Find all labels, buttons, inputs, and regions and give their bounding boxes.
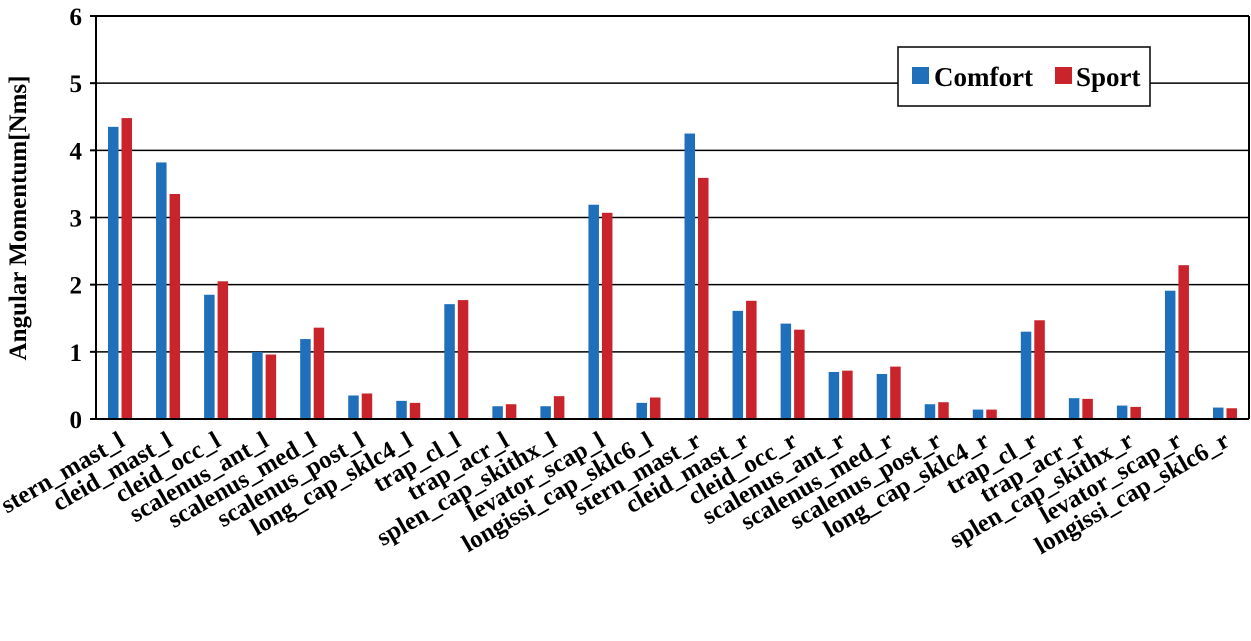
bar-sport xyxy=(938,402,949,419)
bar-sport xyxy=(121,118,133,420)
legend-label-sport: Sport xyxy=(1076,62,1141,92)
bar-comfort xyxy=(732,310,744,419)
bar-sport xyxy=(217,281,229,419)
bar-comfort xyxy=(588,204,599,419)
y-tick-label: 4 xyxy=(70,138,83,165)
bar-sport xyxy=(649,397,661,419)
bar-sport xyxy=(794,329,805,419)
bar-sport xyxy=(409,402,421,419)
bar-sport xyxy=(698,177,709,419)
bar-comfort xyxy=(780,323,792,419)
bar-sport xyxy=(265,354,277,419)
bar-comfort xyxy=(876,373,888,419)
y-tick-label: 2 xyxy=(70,273,83,300)
bar-comfort xyxy=(972,409,984,419)
bar-sport xyxy=(1082,398,1093,419)
axes xyxy=(90,15,1250,420)
bar-sport xyxy=(1178,265,1189,419)
y-tick-label: 5 xyxy=(70,71,83,98)
bar-comfort xyxy=(252,351,263,419)
legend-swatch-comfort xyxy=(912,67,929,84)
gridlines xyxy=(96,82,1249,353)
y-tick-label: 0 xyxy=(70,407,83,434)
bar-comfort xyxy=(300,339,311,419)
y-tick-label: 1 xyxy=(70,340,83,367)
bar-comfort xyxy=(828,371,840,419)
bar-comfort xyxy=(1212,407,1224,419)
bar-sport xyxy=(169,193,181,419)
bar-comfort xyxy=(108,126,119,419)
bar-comfort xyxy=(204,294,215,419)
bar-sport xyxy=(1226,408,1237,419)
bar-comfort xyxy=(396,400,407,419)
legend-swatch-sport xyxy=(1055,67,1072,84)
bar-comfort xyxy=(492,406,503,419)
bar-comfort xyxy=(540,406,551,419)
bar-comfort xyxy=(684,133,696,419)
bar-sport xyxy=(986,409,997,419)
bar-comfort xyxy=(924,404,936,419)
bar-sport xyxy=(890,366,901,419)
bar-sport xyxy=(553,396,565,419)
bar-comfort xyxy=(444,304,455,419)
bar-comfort xyxy=(1164,290,1176,419)
legend-label-comfort: Comfort xyxy=(934,62,1033,92)
bar-sport xyxy=(361,393,373,419)
y-axis-label: Angular Momentum[Nms] xyxy=(5,76,32,361)
bar-comfort xyxy=(636,402,647,419)
bar-sport xyxy=(1034,320,1045,419)
bar-comfort xyxy=(1116,405,1128,419)
bar-sport xyxy=(313,327,325,419)
y-tick-label: 6 xyxy=(70,4,83,31)
bar-comfort xyxy=(1068,398,1080,419)
x-tick-labels: stern_mast_lcleid_mast_lcleid_occ_lscale… xyxy=(0,427,1234,560)
y-tick-labels: 0 1 2 3 4 5 6 xyxy=(70,4,83,434)
bar-comfort xyxy=(156,162,167,419)
bar-comfort xyxy=(348,395,359,419)
bar-sport xyxy=(601,212,613,419)
bar-sport xyxy=(842,370,853,419)
bar-sport xyxy=(457,300,469,419)
bar-sport xyxy=(746,300,757,419)
legend-box xyxy=(897,46,1151,107)
bar-comfort xyxy=(1020,331,1032,419)
bars xyxy=(108,118,1237,420)
y-tick-label: 3 xyxy=(70,206,83,233)
legend: Comfort Sport xyxy=(897,46,1151,107)
bar-sport xyxy=(1130,406,1141,419)
bar-sport xyxy=(505,404,517,419)
